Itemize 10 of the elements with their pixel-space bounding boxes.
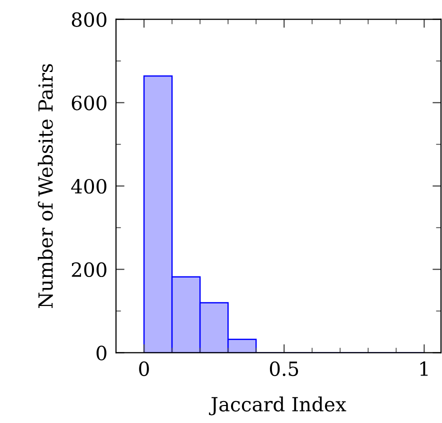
y-tick-label: 800: [72, 12, 106, 27]
x-axis-title: Jaccard Index: [208, 396, 346, 416]
x-tick-label: 0: [139, 361, 149, 376]
y-tick-label: 600: [72, 96, 106, 110]
y-tick-label: 400: [71, 178, 106, 194]
y-axis-title: Number of Website Pairs: [38, 64, 53, 308]
y-tick-label: 0: [96, 346, 106, 360]
x-tick-label: 1: [420, 361, 428, 376]
x-tick-label: 0.5: [270, 361, 298, 376]
y-tick-label: 200: [72, 262, 106, 278]
